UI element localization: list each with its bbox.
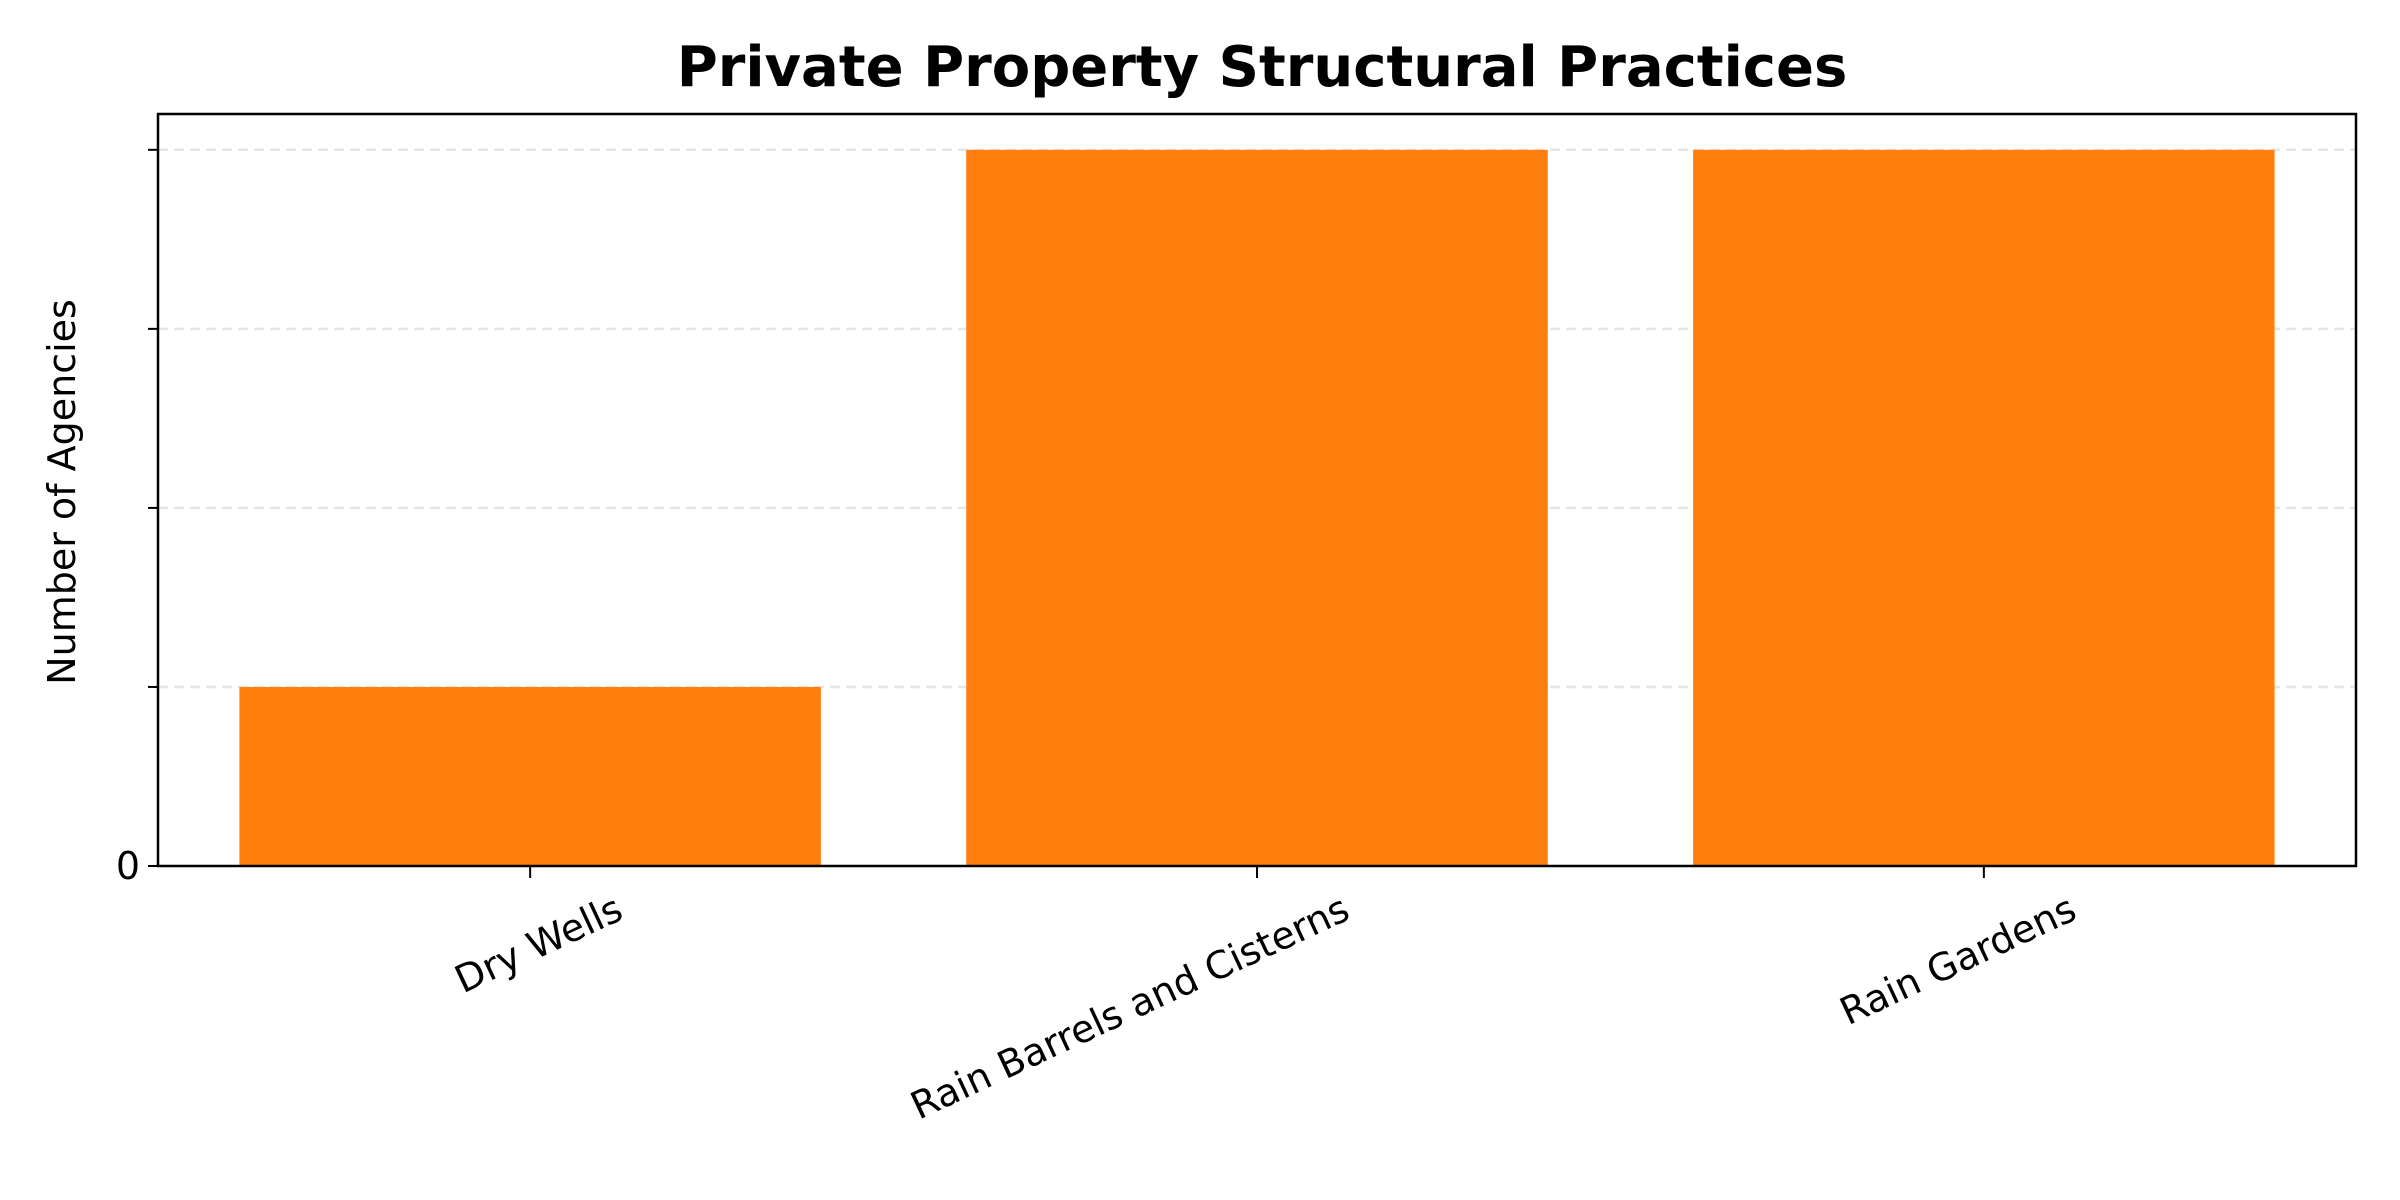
bar-rain-barrels-and-cisterns xyxy=(966,149,1548,867)
x-axis-ticks: Dry Wells Rain Barrels and Cisterns Rain G… xyxy=(448,866,2083,1128)
bar-rain-gardens xyxy=(1693,149,2275,867)
y-axis-label: Number of Agencies xyxy=(40,299,84,685)
bar-dry-wells xyxy=(239,686,821,866)
x-tick-label: Dry Wells xyxy=(448,886,629,1002)
y-axis-ticks: 0 xyxy=(116,148,158,888)
bars xyxy=(239,149,2275,867)
chart-title: Private Property Structural Practices xyxy=(677,35,1848,100)
x-tick-label: Rain Barrels and Cisterns xyxy=(904,886,1356,1128)
y-tick-label: 0 xyxy=(116,844,140,888)
x-tick-label: Rain Gardens xyxy=(1833,886,2082,1033)
